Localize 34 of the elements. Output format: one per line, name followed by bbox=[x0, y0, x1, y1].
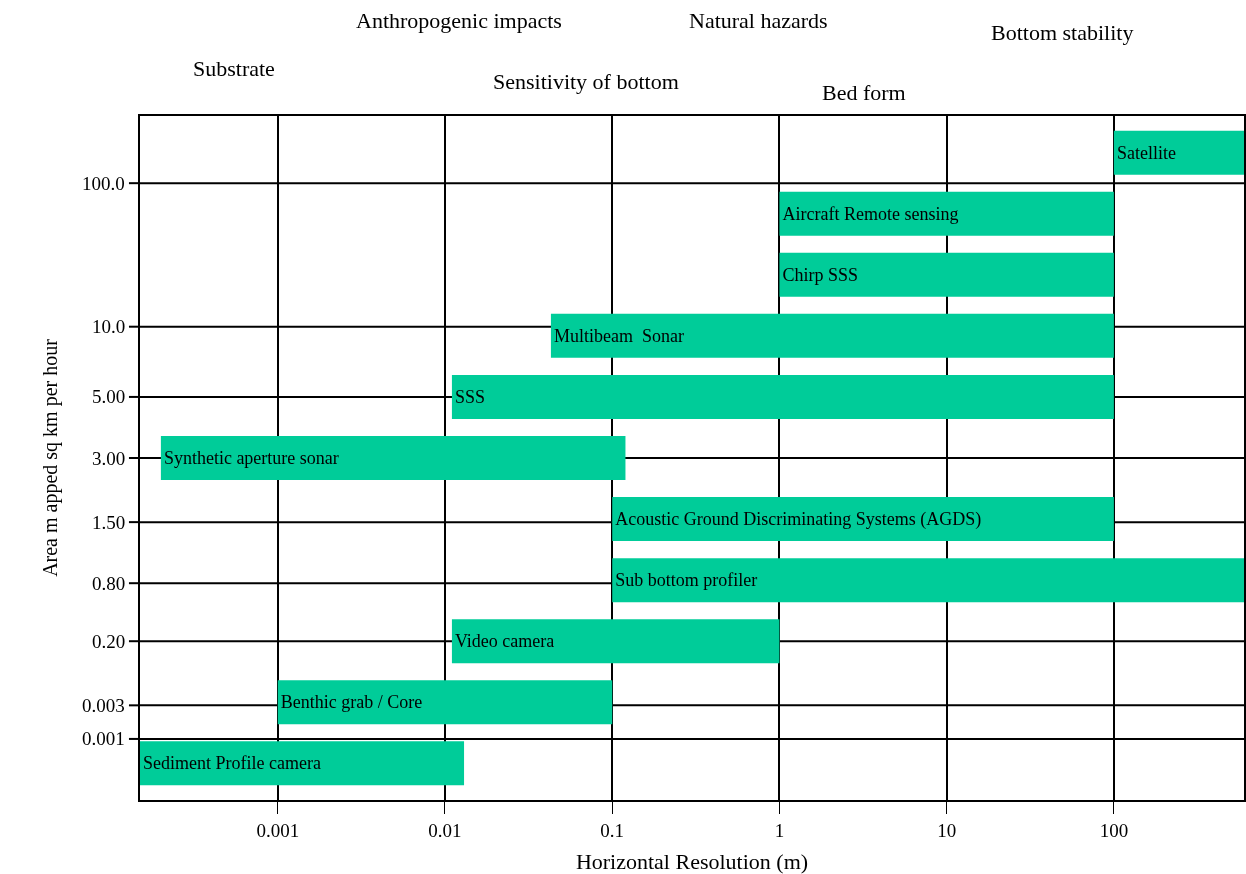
y-tick-label: Chirp SSS bbox=[782, 264, 858, 285]
text: 0.80 bbox=[92, 573, 126, 594]
y-tick-label: Sub bottom profiler bbox=[615, 570, 758, 591]
x-tick-label: 0.001 bbox=[256, 819, 300, 841]
text: 0.20 bbox=[92, 631, 126, 652]
text: 5.00 bbox=[92, 386, 126, 407]
y-tick-label: Acoustic Ground Discriminating Systems (AGDS) bbox=[615, 508, 982, 530]
y-tick-label: SSS bbox=[454, 386, 485, 407]
text: Sensitivity of bottom bbox=[493, 69, 679, 94]
text: Anthropogenic impacts bbox=[356, 8, 562, 33]
text: Bottom stability bbox=[991, 20, 1134, 45]
x-tick-label: 0.01 bbox=[428, 819, 462, 841]
y-tick-label: Video camera bbox=[454, 631, 555, 652]
y-tick-label: Satellite bbox=[1116, 142, 1176, 163]
y-tick-label: Benthic grab / Core bbox=[280, 692, 423, 713]
text: Natural hazards bbox=[689, 8, 828, 33]
x-tick-label: 100 bbox=[1099, 819, 1129, 841]
y-tick-label: Aircraft Remote sensing bbox=[782, 203, 959, 224]
y-tick-label: Sediment Profile camera bbox=[143, 753, 321, 774]
y-tick-label: Multibeam Sonar bbox=[553, 325, 684, 346]
text: 3.00 bbox=[92, 448, 126, 469]
x-axis-title: Horizontal Resolution (m) bbox=[575, 849, 809, 874]
x-tick-label: 10 bbox=[937, 819, 957, 841]
text: 100.0 bbox=[82, 173, 125, 194]
y-axis-title: Area m apped sq km per hour bbox=[39, 338, 62, 577]
text: 0.003 bbox=[82, 695, 125, 716]
y-tick-label: Synthetic aperture sonar bbox=[163, 448, 339, 468]
text: 0.001 bbox=[82, 728, 125, 749]
x-tick-label: 0.1 bbox=[600, 819, 625, 841]
text: 1.50 bbox=[92, 512, 126, 533]
text: 10.0 bbox=[92, 316, 126, 337]
text: Substrate bbox=[193, 56, 275, 81]
text: Bed form bbox=[822, 80, 906, 105]
x-tick-label: 1 bbox=[774, 819, 785, 841]
